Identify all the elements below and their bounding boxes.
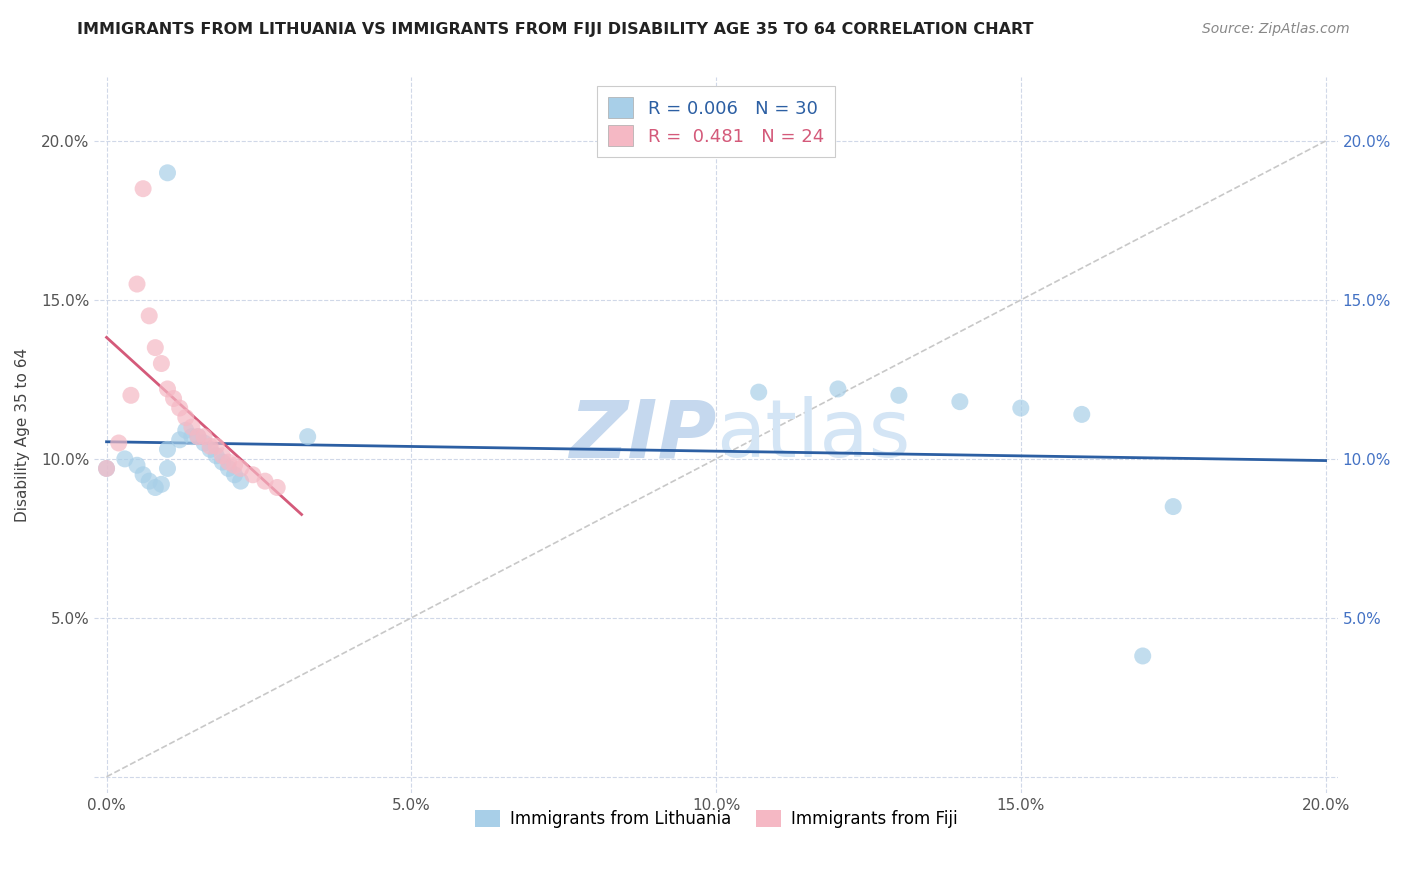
Point: [143, 481, 166, 495]
Point: [949, 394, 972, 409]
Y-axis label: Disability Age 35 to 64: Disability Age 35 to 64: [15, 348, 30, 522]
Point: [748, 385, 770, 400]
Point: [1161, 500, 1184, 514]
Point: [180, 420, 202, 434]
Point: [211, 449, 233, 463]
Point: [156, 166, 179, 180]
Point: [193, 430, 215, 444]
Point: [1132, 648, 1154, 663]
Text: Source: ZipAtlas.com: Source: ZipAtlas.com: [1202, 22, 1350, 37]
Point: [187, 430, 209, 444]
Point: [138, 309, 160, 323]
Point: [242, 467, 264, 482]
Point: [224, 467, 246, 482]
Point: [107, 436, 129, 450]
Point: [217, 455, 239, 469]
Point: [138, 474, 160, 488]
Point: [198, 439, 221, 453]
Point: [150, 357, 173, 371]
Point: [169, 401, 191, 415]
Point: [211, 455, 233, 469]
Point: [114, 451, 136, 466]
Point: [229, 461, 252, 475]
Point: [162, 392, 184, 406]
Text: atlas: atlas: [716, 396, 911, 474]
Point: [156, 442, 179, 457]
Point: [1010, 401, 1032, 415]
Point: [187, 430, 209, 444]
Point: [253, 474, 276, 488]
Point: [150, 477, 173, 491]
Point: [1070, 408, 1092, 422]
Point: [125, 458, 148, 473]
Point: [132, 467, 155, 482]
Point: [193, 436, 215, 450]
Point: [198, 442, 221, 457]
Point: [96, 461, 118, 475]
Point: [205, 439, 228, 453]
Point: [266, 481, 288, 495]
Point: [125, 277, 148, 291]
Point: [174, 423, 197, 437]
Point: [156, 461, 179, 475]
Point: [887, 388, 910, 402]
Point: [143, 341, 166, 355]
Text: ZIP: ZIP: [568, 396, 716, 474]
Point: [229, 474, 252, 488]
Text: IMMIGRANTS FROM LITHUANIA VS IMMIGRANTS FROM FIJI DISABILITY AGE 35 TO 64 CORREL: IMMIGRANTS FROM LITHUANIA VS IMMIGRANTS …: [77, 22, 1033, 37]
Point: [96, 461, 118, 475]
Point: [132, 182, 155, 196]
Legend: Immigrants from Lithuania, Immigrants from Fiji: Immigrants from Lithuania, Immigrants fr…: [468, 803, 965, 834]
Point: [120, 388, 142, 402]
Point: [205, 449, 228, 463]
Point: [217, 461, 239, 475]
Point: [169, 433, 191, 447]
Point: [297, 430, 319, 444]
Point: [827, 382, 849, 396]
Point: [156, 382, 179, 396]
Point: [224, 458, 246, 473]
Point: [180, 430, 202, 444]
Point: [174, 410, 197, 425]
